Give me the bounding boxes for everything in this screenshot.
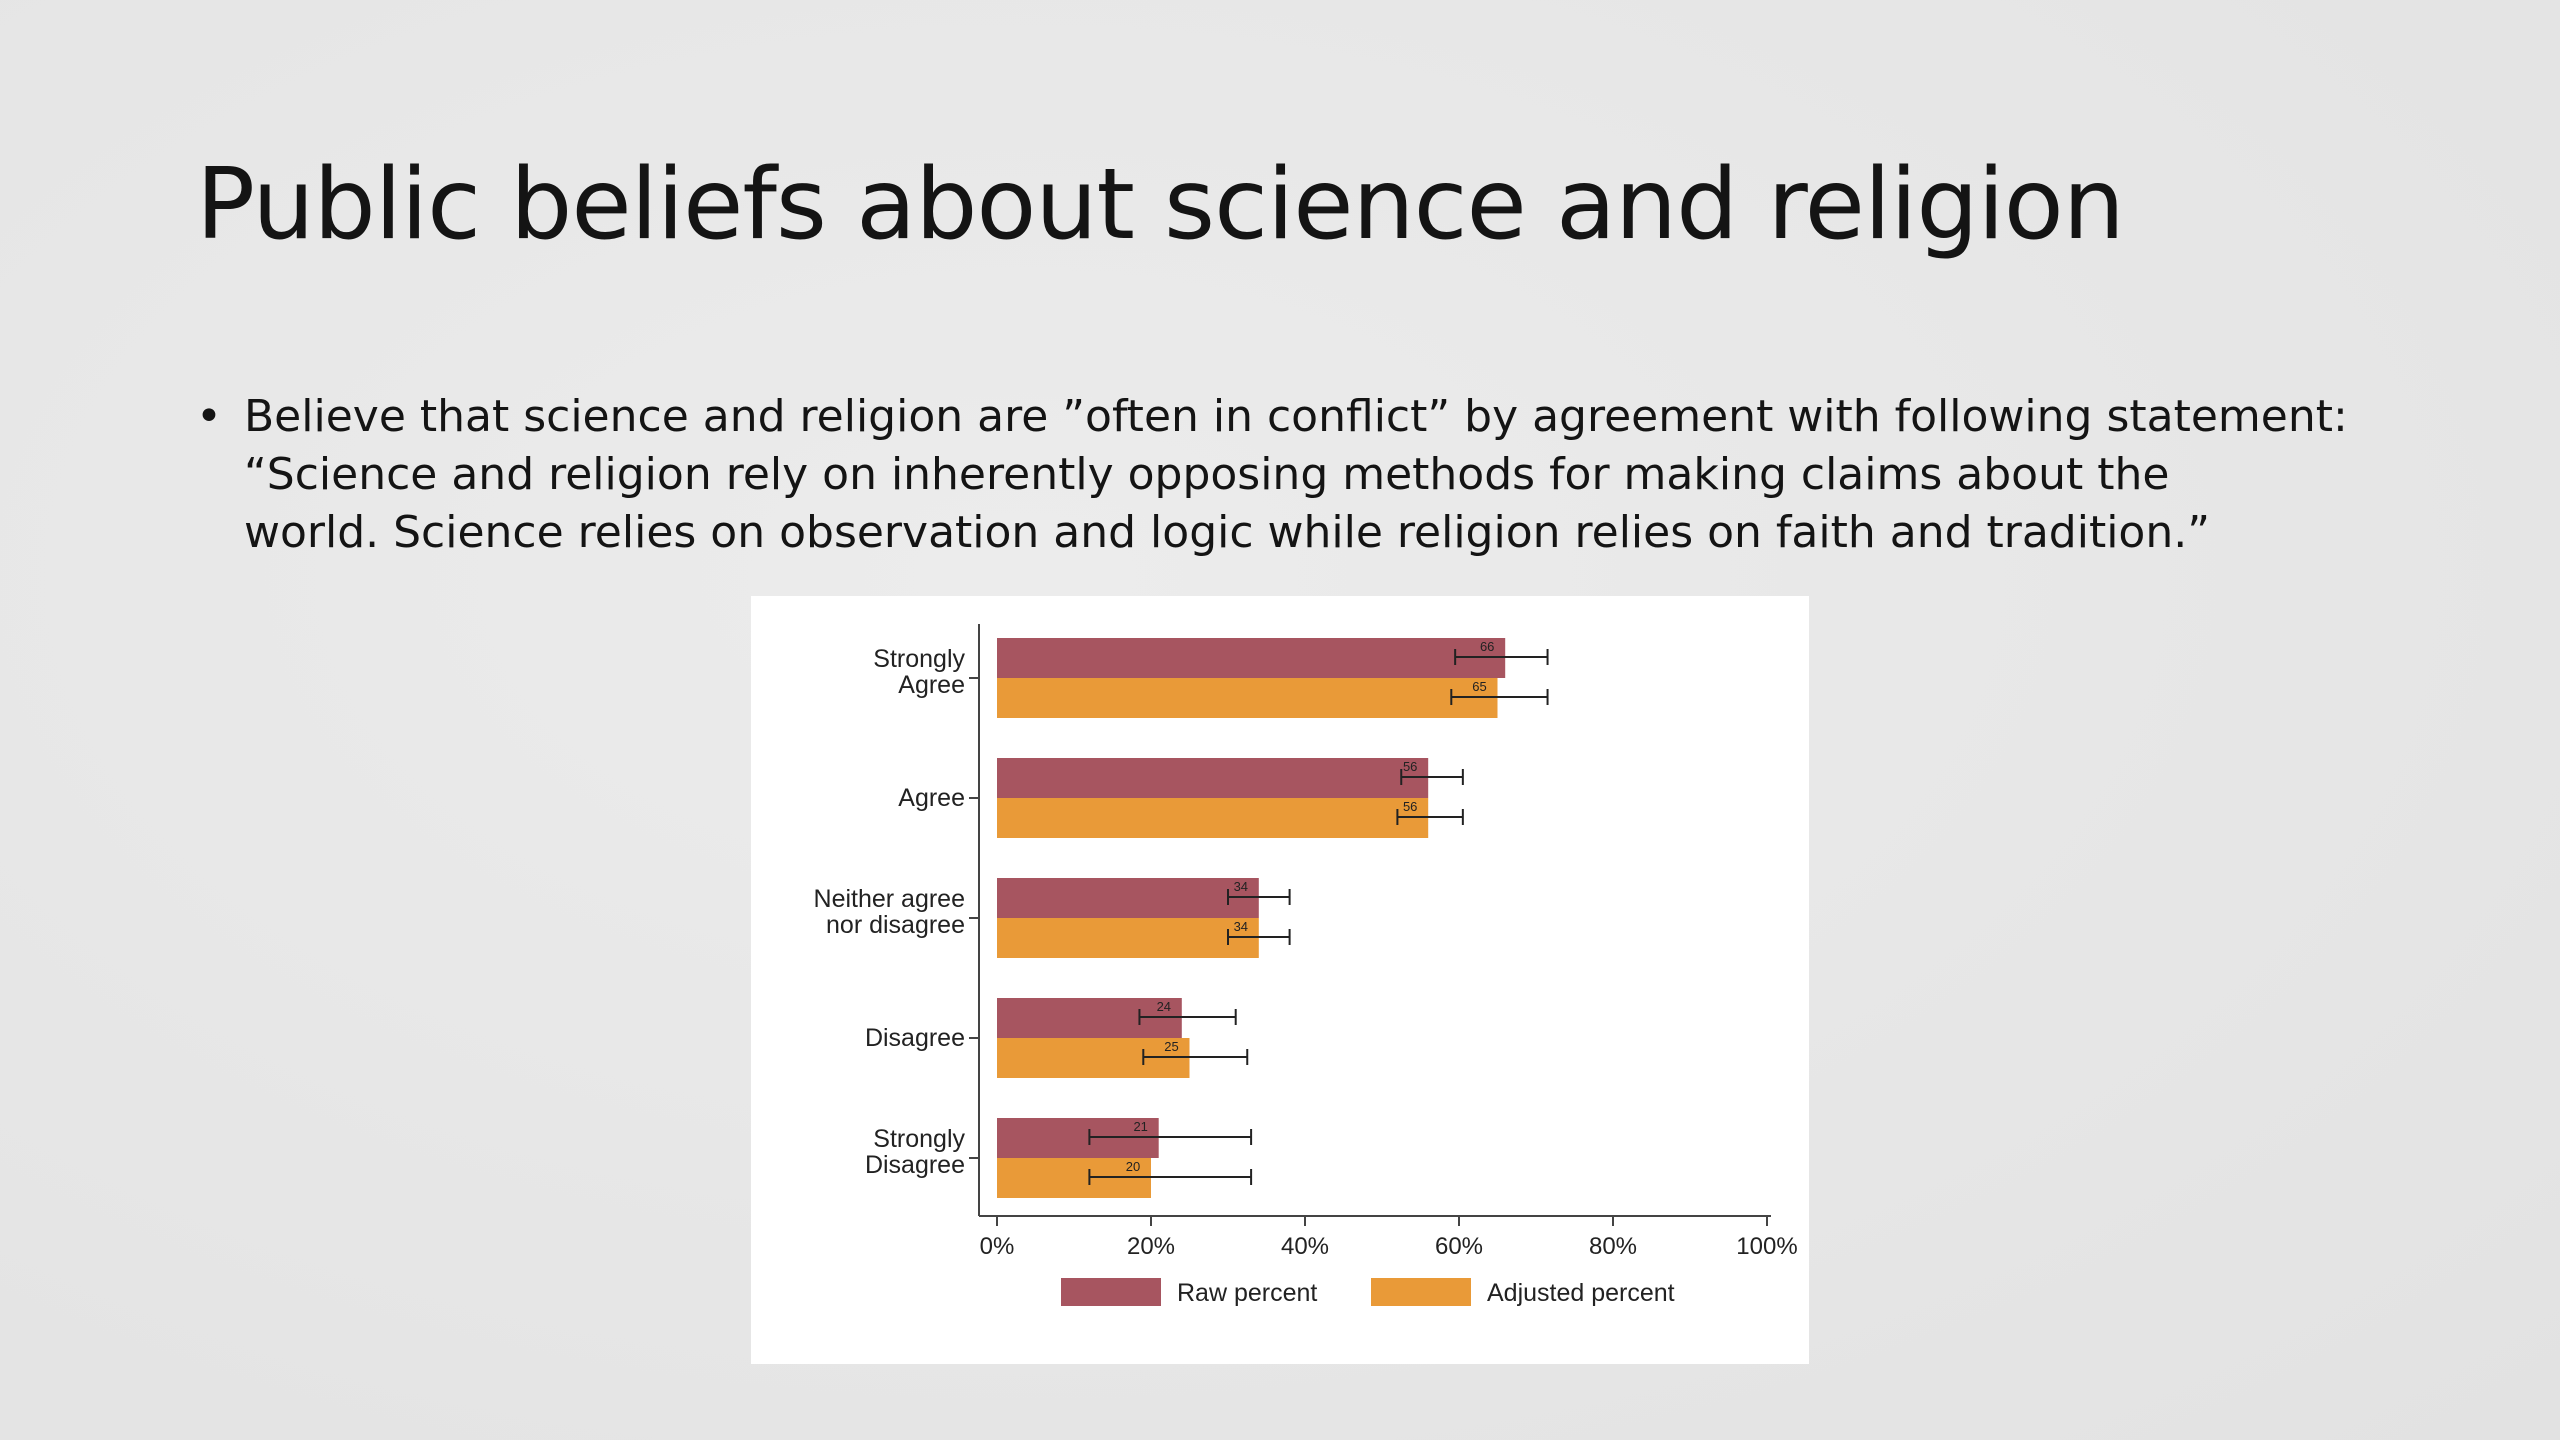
data-label: 25	[1164, 1039, 1178, 1054]
category-label: Strongly	[873, 645, 965, 673]
category-label: Agree	[898, 784, 965, 812]
bar-chart: 0% 20% 40% 60% 80% 100%StronglyAgree6665Agree…	[814, 624, 1798, 1307]
legend-label: Raw percent	[1177, 1279, 1317, 1307]
category-label: Strongly	[873, 1125, 965, 1153]
category-label: Disagree	[865, 1024, 965, 1052]
data-label: 24	[1157, 999, 1171, 1014]
chart-panel: 0% 20% 40% 60% 80% 100% Strongly Agree 66 65 Agree…	[751, 596, 1809, 1364]
data-label: 20	[1126, 1159, 1140, 1174]
bullet-dot-icon: •	[196, 391, 222, 442]
data-label: 65	[1472, 679, 1486, 694]
bar-raw	[997, 638, 1506, 678]
data-label: 34	[1234, 919, 1248, 934]
x-tick-label: 100%	[1736, 1233, 1797, 1260]
data-label: 66	[1480, 639, 1494, 654]
category-label: Agree	[898, 671, 965, 699]
bullet-line-1: Believe that science and religion are ”o…	[244, 391, 2348, 442]
x-tick-label: 60%	[1435, 1233, 1483, 1260]
bar-raw	[997, 878, 1259, 918]
x-tick-label: 0%	[980, 1233, 1015, 1260]
bullet-line-3: world. Science relies on observation and…	[244, 507, 2211, 558]
bar-adjusted	[997, 798, 1429, 838]
legend-label: Adjusted percent	[1487, 1279, 1675, 1307]
category-label: Disagree	[865, 1151, 965, 1179]
bullet-text: Believe that science and religion are ”o…	[244, 388, 2444, 562]
data-label: 34	[1234, 879, 1248, 894]
category-label: nor disagree	[826, 911, 965, 939]
bar-raw	[997, 758, 1429, 798]
data-label: 56	[1403, 759, 1417, 774]
bar-adjusted	[997, 678, 1498, 718]
data-label: 56	[1403, 799, 1417, 814]
bar-adjusted	[997, 918, 1259, 958]
legend-swatch	[1371, 1278, 1471, 1306]
legend-swatch	[1061, 1278, 1161, 1306]
bullet-line-2: “Science and religion rely on inherently…	[244, 449, 2170, 500]
x-tick-label: 80%	[1589, 1233, 1637, 1260]
x-tick-label: 40%	[1281, 1233, 1329, 1260]
slide-title: Public beliefs about science and religio…	[196, 148, 2125, 262]
data-label: 21	[1133, 1119, 1147, 1134]
x-tick-label: 20%	[1127, 1233, 1175, 1260]
category-label: Neither agree	[814, 885, 965, 913]
